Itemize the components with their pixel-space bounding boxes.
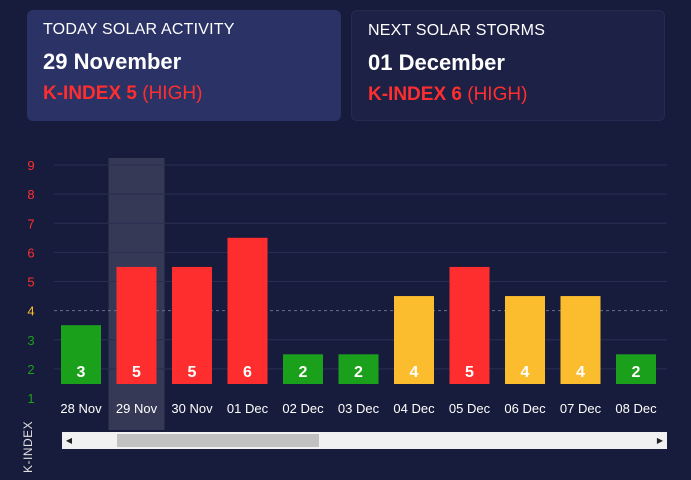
- y-tick-label: 4: [27, 304, 34, 319]
- bar-value-label: 4: [521, 364, 530, 381]
- bar: [283, 354, 323, 384]
- today-card-label: TODAY SOLAR ACTIVITY: [43, 21, 235, 38]
- chart-horizontal-scrollbar[interactable]: ◀ ▶: [62, 432, 667, 449]
- next-card-kindex: K-INDEX 6 (HIGH): [368, 84, 648, 106]
- bar: [61, 325, 101, 384]
- x-tick-label: 04 Dec: [393, 401, 435, 416]
- bar-value-label: 5: [188, 364, 197, 381]
- y-tick-label: 8: [27, 187, 34, 202]
- bar: [560, 296, 601, 384]
- x-tick-label: 07 Dec: [560, 401, 602, 416]
- bar: [227, 237, 268, 384]
- bar-value-label: 2: [354, 364, 363, 381]
- x-tick-label: 01 Dec: [227, 401, 269, 416]
- x-tick-label: 29 Nov: [116, 401, 158, 416]
- x-tick-label: 02 Dec: [282, 401, 324, 416]
- today-kindex-level: (HIGH): [142, 83, 203, 104]
- x-tick-label: 06 Dec: [504, 401, 546, 416]
- bar: [172, 266, 212, 384]
- y-axis-title: K-INDEX: [21, 420, 35, 473]
- y-tick-label: 6: [27, 245, 34, 260]
- bar-value-label: 6: [243, 364, 252, 381]
- y-tick-label: 7: [27, 216, 34, 231]
- bar-value-label: 4: [576, 364, 585, 381]
- bar-value-label: 2: [299, 364, 308, 381]
- arrow-right-icon[interactable]: ▶: [656, 436, 664, 445]
- y-tick-label: 2: [27, 362, 34, 377]
- bar-value-label: 5: [465, 364, 474, 381]
- kindex-bar-chart: 1 2 3 4 5 6 7 8 9 3 28 Nov 5 29 Nov 5 30 Nov 6 01 Dec 2 02…: [27, 158, 667, 430]
- bar-value-label: 2: [632, 364, 641, 381]
- y-tick-label: 5: [27, 275, 34, 290]
- bar: [116, 266, 157, 384]
- next-kindex-value: K-INDEX 6: [368, 84, 462, 105]
- next-kindex-level: (HIGH): [467, 84, 528, 105]
- today-card-kindex: K-INDEX 5 (HIGH): [43, 83, 325, 105]
- bar: [394, 296, 434, 384]
- bar: [449, 266, 490, 384]
- bar-value-label: 5: [132, 364, 141, 381]
- x-tick-label: 30 Nov: [171, 401, 213, 416]
- x-tick-label: 08 Dec: [615, 401, 657, 416]
- x-tick-label: 28 Nov: [60, 401, 102, 416]
- y-tick-label: 9: [27, 158, 34, 173]
- bar: [616, 354, 656, 384]
- bar-value-label: 4: [410, 364, 419, 381]
- next-card-label: NEXT SOLAR STORMS: [368, 22, 546, 39]
- next-card-date: 01 December: [368, 50, 505, 75]
- bar: [338, 354, 379, 384]
- x-tick-label: 05 Dec: [449, 401, 491, 416]
- y-tick-label: 3: [27, 333, 34, 348]
- today-kindex-value: K-INDEX 5: [43, 83, 137, 104]
- next-storm-card: NEXT SOLAR STORMS 01 December K-INDEX 6 …: [351, 10, 665, 121]
- bar: [505, 296, 545, 384]
- scrollbar-thumb[interactable]: [117, 434, 319, 447]
- y-tick-label: 1: [27, 391, 34, 406]
- arrow-left-icon[interactable]: ◀: [65, 436, 73, 445]
- today-activity-card: TODAY SOLAR ACTIVITY 29 November K-INDEX…: [27, 10, 341, 121]
- bar-value-label: 3: [77, 364, 86, 381]
- today-card-date: 29 November: [43, 49, 182, 74]
- x-tick-label: 03 Dec: [338, 401, 380, 416]
